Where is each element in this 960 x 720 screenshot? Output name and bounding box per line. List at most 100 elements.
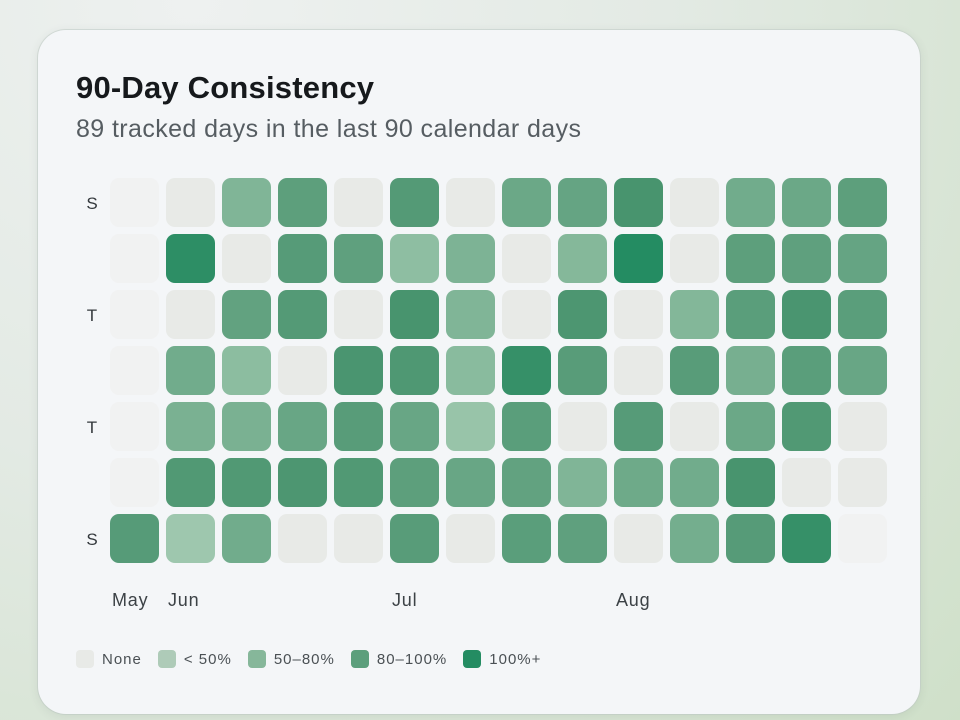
day-cell (110, 346, 159, 395)
day-cell (278, 346, 327, 395)
weekday-label: T (86, 418, 98, 437)
day-cell (558, 402, 607, 451)
day-cell (726, 458, 775, 507)
day-cell (390, 402, 439, 451)
day-cell (222, 290, 271, 339)
day-cell (390, 178, 439, 227)
day-cell (334, 346, 383, 395)
day-cell (110, 402, 159, 451)
day-cell (558, 458, 607, 507)
day-cell (782, 346, 831, 395)
day-cell (614, 290, 663, 339)
day-cell (166, 402, 215, 451)
weekday-label: S (86, 194, 98, 213)
day-cell (502, 290, 551, 339)
day-cell (166, 290, 215, 339)
card-subtitle: 89 tracked days in the last 90 calendar … (76, 115, 582, 143)
day-cell (614, 402, 663, 451)
day-cell (110, 458, 159, 507)
day-cell (838, 178, 887, 227)
month-label: May (112, 590, 149, 610)
day-cell (446, 234, 495, 283)
day-cell (334, 458, 383, 507)
day-cell (278, 290, 327, 339)
day-cell (222, 178, 271, 227)
day-cell (614, 346, 663, 395)
day-cell (558, 514, 607, 563)
day-cell (502, 346, 551, 395)
legend-swatch (157, 650, 176, 668)
day-cell (838, 290, 887, 339)
day-cell (782, 402, 831, 451)
legend-label: 100%+ (489, 650, 542, 668)
day-cell (110, 234, 159, 283)
day-cell (502, 458, 551, 507)
day-cell (838, 514, 887, 563)
day-cell (614, 514, 663, 563)
day-cell (614, 178, 663, 227)
day-cell (558, 290, 607, 339)
day-cell (446, 346, 495, 395)
day-cell (838, 402, 887, 451)
month-label: Jun (168, 590, 200, 610)
weekday-label: S (86, 530, 98, 549)
day-cell (558, 178, 607, 227)
day-cell (670, 290, 719, 339)
day-cell (222, 458, 271, 507)
day-cell (670, 514, 719, 563)
day-cell (502, 402, 551, 451)
day-cell (278, 234, 327, 283)
day-cell (222, 234, 271, 283)
day-cell (166, 514, 215, 563)
day-cell (278, 458, 327, 507)
day-cell (782, 514, 831, 563)
day-cell (838, 346, 887, 395)
legend-label: 50–80% (273, 650, 335, 668)
day-cell (390, 234, 439, 283)
day-cell (390, 514, 439, 563)
day-cell (278, 514, 327, 563)
consistency-card: 90-Day Consistency 89 tracked days in th… (38, 30, 920, 714)
day-cell (166, 234, 215, 283)
legend-item: None (76, 650, 142, 668)
day-cell (670, 346, 719, 395)
day-cell (110, 514, 159, 563)
day-cell (334, 514, 383, 563)
day-cell (334, 402, 383, 451)
day-cell (278, 402, 327, 451)
day-cell (726, 290, 775, 339)
legend-swatch (76, 650, 94, 668)
day-cell (110, 178, 159, 227)
day-cell (670, 234, 719, 283)
legend-item: 50–80% (247, 650, 335, 668)
day-cell (782, 178, 831, 227)
legend: None < 50% 50–80% 80–100% 100%+ (76, 650, 557, 668)
day-cell (782, 234, 831, 283)
day-cell (558, 234, 607, 283)
heatmap-grid (110, 178, 887, 563)
day-cell (166, 178, 215, 227)
day-cell (390, 290, 439, 339)
day-cell (502, 234, 551, 283)
day-cell (390, 346, 439, 395)
day-cell (558, 346, 607, 395)
legend-swatch (463, 650, 482, 668)
day-cell (446, 514, 495, 563)
day-cell (726, 346, 775, 395)
day-cell (614, 458, 663, 507)
day-cell (502, 514, 551, 563)
day-cell (446, 402, 495, 451)
day-cell (726, 402, 775, 451)
legend-swatch (247, 650, 266, 668)
day-cell (838, 458, 887, 507)
day-cell (166, 346, 215, 395)
day-cell (782, 290, 831, 339)
day-cell (838, 234, 887, 283)
day-cell (502, 178, 551, 227)
day-cell (390, 458, 439, 507)
day-cell (446, 290, 495, 339)
day-cell (110, 290, 159, 339)
month-label: Aug (616, 590, 651, 610)
day-cell (726, 514, 775, 563)
day-cell (334, 234, 383, 283)
